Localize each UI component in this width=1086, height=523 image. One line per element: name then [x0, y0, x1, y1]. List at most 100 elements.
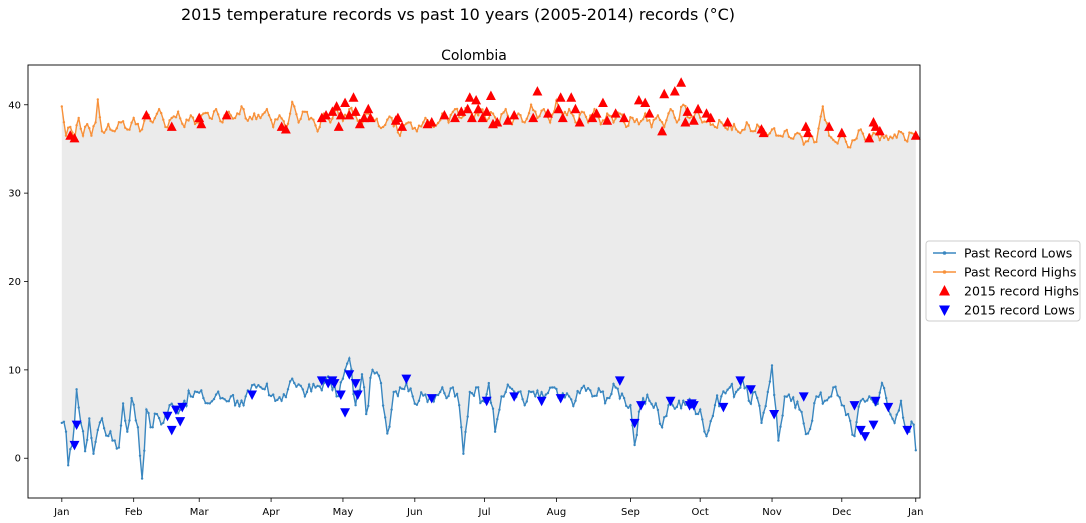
x-tick-label: Mar	[190, 507, 210, 518]
record-high-2015-marker	[659, 88, 670, 99]
axes-title: Colombia	[441, 48, 507, 64]
past-record-lows-point	[580, 386, 583, 390]
past-record-lows-point	[286, 388, 290, 391]
past-record-highs-point	[525, 117, 528, 121]
past-record-highs-point	[381, 125, 385, 129]
past-record-highs-point	[669, 108, 672, 111]
record-low-2015-marker	[329, 379, 340, 389]
past-record-lows-point	[715, 394, 719, 397]
x-tick-label: May	[333, 507, 354, 518]
record-high-2015-marker	[477, 112, 488, 123]
past-record-lows-point	[474, 386, 478, 389]
past-record-highs-point	[794, 133, 797, 136]
past-record-lows-point	[390, 408, 393, 411]
past-record-highs-point	[405, 122, 408, 125]
past-record-highs-point	[641, 118, 645, 121]
past-record-lows-point	[491, 407, 495, 410]
past-record-highs-point	[160, 111, 163, 115]
past-record-highs-point	[79, 127, 83, 130]
past-record-lows-point	[160, 423, 163, 426]
past-record-highs-point	[823, 118, 827, 122]
past-record-highs-point	[181, 122, 184, 126]
past-record-lows-point	[145, 408, 148, 411]
past-record-lows-point	[779, 425, 782, 428]
past-record-highs-point	[819, 115, 822, 118]
record-low-2015-marker	[177, 402, 188, 413]
past-record-lows-point	[354, 404, 357, 407]
past-record-lows-point	[846, 412, 850, 416]
past-record-lows-point	[800, 410, 803, 414]
past-record-highs-point	[846, 146, 850, 149]
past-record-highs-point	[263, 111, 266, 114]
past-record-highs-point	[737, 130, 740, 133]
record-high-2015-marker	[566, 92, 577, 102]
past-record-highs-point	[817, 127, 820, 130]
record-low-2015-marker	[316, 376, 327, 386]
past-record-lows-point	[914, 449, 917, 452]
record-high-2015-marker	[221, 109, 232, 120]
record-high-2015-marker	[701, 108, 712, 118]
past-record-highs-point	[802, 143, 805, 146]
past-record-lows-point	[64, 430, 68, 433]
record-low-2015-marker	[855, 425, 866, 436]
past-record-lows-point	[212, 397, 216, 401]
past-record-highs-point	[813, 141, 816, 144]
past-record-lows-point	[487, 381, 490, 385]
past-record-lows-point	[593, 394, 596, 398]
past-record-highs-point	[690, 115, 693, 118]
past-record-lows-point	[625, 404, 628, 408]
past-record-highs-point	[882, 136, 886, 140]
x-tick-label: Sep	[621, 507, 640, 518]
past-record-highs-point	[151, 121, 154, 124]
record-high-2015-marker	[532, 86, 543, 96]
record-high-2015-marker	[693, 103, 704, 114]
past-record-lows-point	[263, 388, 266, 391]
past-record-highs-point	[236, 112, 239, 115]
past-record-highs-point	[105, 128, 108, 131]
record-high-2015-marker	[574, 117, 585, 127]
past-record-lows-point	[633, 443, 636, 447]
past-record-lows-point	[620, 392, 624, 395]
past-record-highs-point	[789, 137, 793, 140]
past-record-lows-point	[102, 427, 106, 430]
y-tick-label: 30	[8, 189, 21, 200]
past-record-highs-point	[711, 123, 715, 126]
past-record-lows-point	[187, 389, 190, 392]
past-record-highs-point	[439, 119, 442, 122]
past-record-lows-point	[227, 400, 230, 403]
past-record-highs-point	[204, 111, 207, 115]
past-record-highs-point	[572, 114, 575, 117]
past-record-lows-point	[214, 393, 218, 396]
past-record-highs-point	[288, 112, 292, 115]
past-record-lows-point	[646, 393, 649, 397]
record-high-2015-marker	[348, 92, 359, 102]
past-record-lows-point	[447, 394, 450, 398]
past-record-lows-point	[567, 395, 571, 398]
record-high-2015-marker	[327, 106, 338, 116]
past-record-lows-point	[381, 404, 385, 407]
past-record-highs-point	[853, 138, 856, 142]
past-record-highs-point	[212, 110, 216, 113]
past-record-highs-point	[316, 130, 319, 133]
past-record-lows-point	[629, 404, 632, 407]
past-record-lows-point	[269, 394, 273, 398]
record-high-2015-marker	[392, 112, 403, 123]
past-record-highs-point	[606, 112, 609, 115]
past-record-lows-point	[749, 402, 753, 405]
past-record-highs-point	[686, 115, 689, 119]
past-record-lows-point	[229, 395, 233, 398]
past-record-highs-point	[639, 119, 643, 123]
past-record-lows-point	[299, 384, 302, 387]
past-record-lows-point	[513, 390, 516, 393]
past-record-lows-point	[880, 381, 884, 385]
past-record-lows-point	[394, 390, 397, 393]
past-record-highs-point	[92, 125, 95, 128]
past-record-highs-point	[677, 118, 681, 121]
record-high-2015-marker	[456, 106, 467, 116]
past-record-highs-point	[893, 133, 896, 136]
record-high-2015-marker	[682, 106, 693, 116]
past-record-highs-point	[377, 125, 381, 128]
past-record-lows-point	[284, 395, 288, 399]
past-record-highs-point	[162, 118, 165, 121]
past-record-lows-point	[352, 392, 355, 396]
